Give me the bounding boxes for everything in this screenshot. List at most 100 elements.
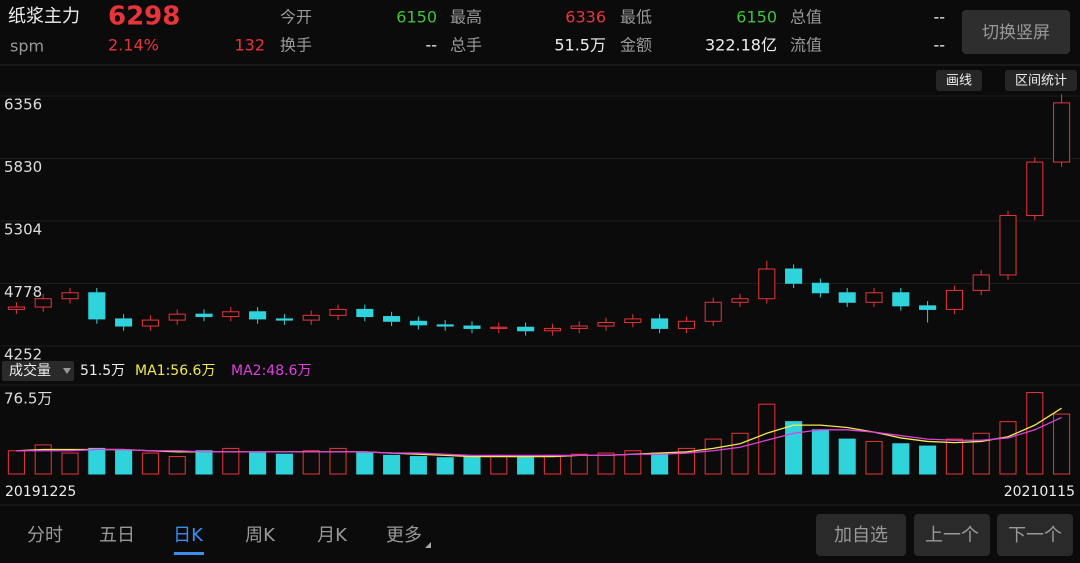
stat-label: 金额 (620, 36, 652, 55)
range-button[interactable] (1005, 70, 1077, 91)
y-tick-label: 5830 (4, 158, 42, 176)
volume-bar (490, 454, 508, 475)
candle-body (811, 282, 829, 294)
candle-body (1026, 161, 1044, 217)
volume-selector[interactable] (2, 361, 74, 381)
tab[interactable]: 分时 (27, 525, 63, 546)
volume-bar (651, 452, 669, 475)
volume-bar (677, 447, 695, 475)
candle-body (463, 325, 481, 329)
candle-body (624, 318, 642, 323)
rotate-button[interactable] (962, 10, 1070, 54)
contract-name: 纸浆主力 (8, 6, 80, 27)
candle-body (838, 292, 856, 303)
tab[interactable]: 更多 (386, 525, 422, 546)
candle-body (704, 301, 722, 322)
tab[interactable]: 五日 (99, 525, 135, 546)
candle-body (945, 289, 963, 310)
ma2-legend: MA2:48.6万 (231, 363, 311, 379)
volume-bar (356, 452, 374, 475)
button-label[interactable]: 上一个 (925, 525, 979, 546)
candle-body (356, 308, 374, 318)
end-date: 20210115 (1004, 484, 1075, 500)
stat-label: 总手 (450, 36, 482, 55)
candle-body (999, 215, 1017, 276)
button[interactable] (816, 514, 906, 556)
stat-label: 流值 (790, 36, 822, 55)
volume-current: 51.5万 (80, 363, 125, 379)
volume-bar (811, 429, 829, 475)
change-pct: 2.14% (108, 36, 159, 55)
button[interactable] (914, 514, 990, 556)
change: 132 (234, 36, 265, 55)
y-tick-label: 6356 (4, 96, 42, 114)
tab[interactable]: 周K (245, 525, 276, 546)
draw-button-label[interactable]: 画线 (946, 74, 972, 89)
tab-underline (174, 552, 204, 555)
volume-bar (7, 450, 25, 475)
stat-value: -- (425, 36, 437, 55)
volume-bar (1053, 413, 1071, 475)
volume-bar (704, 438, 722, 475)
volume-bar (195, 450, 213, 475)
more-arrow (425, 542, 431, 548)
volume-bar (731, 432, 749, 475)
stat-value: 51.5万 (554, 36, 606, 55)
volume-bar (222, 447, 240, 475)
draw-button[interactable] (936, 70, 982, 91)
volume-bar (436, 457, 454, 475)
stat-label: 最高 (450, 8, 482, 27)
candle-body (758, 268, 776, 300)
volume-bar (570, 453, 588, 475)
candle-body (597, 321, 615, 327)
volume-bar (383, 454, 401, 475)
ma1-legend: MA1:56.6万 (135, 363, 215, 379)
dropdown-arrow (63, 368, 71, 374)
candle-body (34, 298, 52, 308)
volume-bar (61, 452, 79, 475)
y-tick-label: 4778 (4, 283, 42, 301)
volume-bar (168, 456, 186, 475)
volume-bar (597, 452, 615, 475)
volume-bar (409, 456, 427, 475)
stat-label: 今开 (280, 8, 312, 27)
code: spm (10, 37, 44, 56)
ma-line (16, 416, 1062, 457)
tab[interactable]: 月K (317, 525, 348, 546)
last-price: 6298 (108, 2, 180, 32)
rotate-button-label[interactable]: 切换竖屏 (982, 23, 1050, 43)
volume-title[interactable]: 成交量 (9, 362, 51, 379)
volume-bar (999, 421, 1017, 475)
volume-bar (249, 452, 267, 475)
candle-body (731, 298, 749, 303)
candle-body (168, 313, 186, 321)
candle-body (115, 318, 133, 327)
button[interactable] (997, 514, 1073, 556)
button-label[interactable]: 下一个 (1008, 525, 1062, 546)
volume-bar (275, 453, 293, 475)
candle-body (1053, 102, 1071, 163)
start-date: 20191225 (5, 484, 76, 500)
stat-label: 总值 (790, 8, 822, 27)
candle-body (490, 326, 508, 329)
stat-label: 最低 (620, 8, 652, 27)
candle-body (302, 314, 320, 321)
candle-body (543, 327, 561, 332)
candle-body (275, 318, 293, 321)
volume-bar (865, 440, 883, 475)
y-tick-label: 4252 (4, 346, 42, 364)
volume-bar (972, 432, 990, 475)
volume-bar (302, 450, 320, 475)
button-label[interactable]: 加自选 (834, 525, 888, 546)
range-button-label[interactable]: 区间统计 (1015, 74, 1067, 89)
candle-body (222, 311, 240, 318)
y-tick-label: 76.5万 (4, 390, 52, 408)
candle-body (141, 319, 159, 327)
volume-bar (758, 403, 776, 475)
volume-bar (88, 447, 106, 475)
tab-active[interactable]: 日K (173, 525, 204, 546)
candle-body (517, 326, 535, 332)
candle-body (7, 306, 25, 310)
